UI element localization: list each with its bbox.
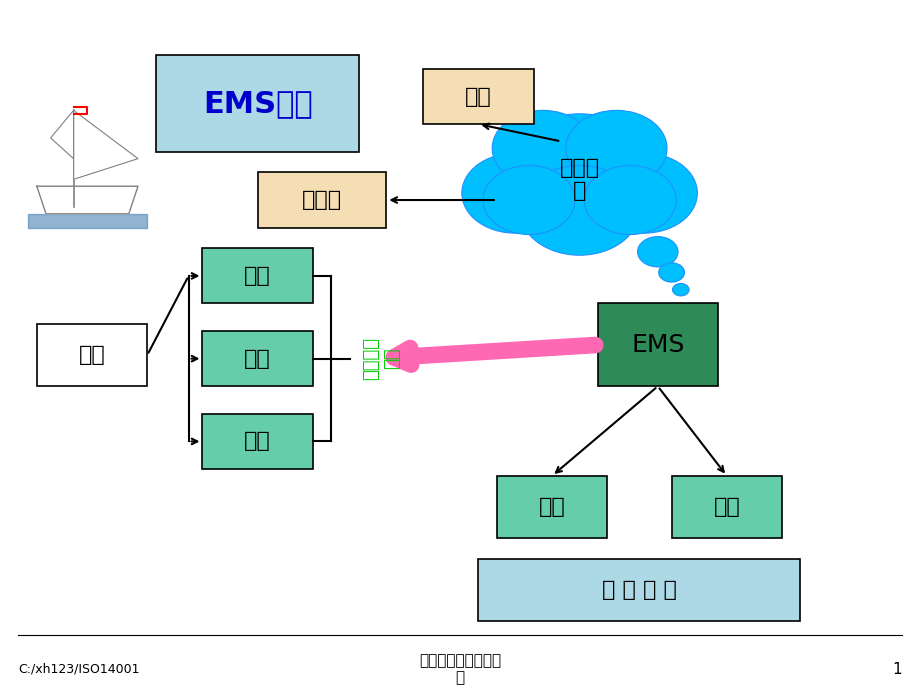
- Text: EMS: EMS: [630, 333, 684, 357]
- Text: 持续改
进: 持续改 进: [559, 158, 599, 201]
- Text: 服务: 服务: [244, 348, 271, 368]
- Text: C:/xh123/ISO14001: C:/xh123/ISO14001: [18, 662, 140, 676]
- Circle shape: [482, 166, 574, 235]
- Circle shape: [519, 166, 639, 255]
- Text: 螺旋式: 螺旋式: [301, 190, 342, 210]
- Text: 环境影响
关系: 环境影响 关系: [362, 337, 401, 380]
- FancyBboxPatch shape: [156, 55, 358, 152]
- FancyBboxPatch shape: [671, 476, 781, 538]
- FancyBboxPatch shape: [202, 248, 312, 304]
- Polygon shape: [51, 110, 74, 159]
- FancyBboxPatch shape: [37, 324, 147, 386]
- Text: 1: 1: [891, 662, 901, 677]
- Polygon shape: [37, 186, 138, 214]
- Text: Ｐ Ｄ Ｃ Ａ: Ｐ Ｄ Ｃ Ａ: [601, 580, 676, 600]
- FancyBboxPatch shape: [597, 304, 717, 386]
- Circle shape: [590, 153, 697, 233]
- Text: 环境管理体系认证中
心: 环境管理体系认证中 心: [418, 653, 501, 685]
- Polygon shape: [28, 214, 147, 228]
- Text: 动态: 动态: [464, 86, 492, 106]
- Text: 控制: 控制: [712, 497, 740, 517]
- Polygon shape: [74, 110, 138, 179]
- Circle shape: [584, 166, 675, 235]
- FancyBboxPatch shape: [202, 414, 312, 469]
- Text: 组织: 组织: [78, 345, 106, 365]
- Circle shape: [658, 263, 684, 282]
- FancyBboxPatch shape: [202, 331, 312, 386]
- Text: 活动: 活动: [244, 266, 271, 286]
- FancyBboxPatch shape: [478, 559, 800, 621]
- Text: EMS概述: EMS概述: [202, 89, 312, 118]
- Circle shape: [672, 284, 688, 296]
- Text: 协调: 协调: [538, 497, 565, 517]
- Circle shape: [510, 114, 648, 217]
- Circle shape: [565, 110, 666, 186]
- Circle shape: [637, 237, 677, 267]
- FancyBboxPatch shape: [257, 172, 386, 228]
- Circle shape: [492, 110, 593, 186]
- Text: 产品: 产品: [244, 431, 271, 451]
- Circle shape: [461, 153, 568, 233]
- FancyBboxPatch shape: [423, 69, 533, 124]
- FancyBboxPatch shape: [496, 476, 607, 538]
